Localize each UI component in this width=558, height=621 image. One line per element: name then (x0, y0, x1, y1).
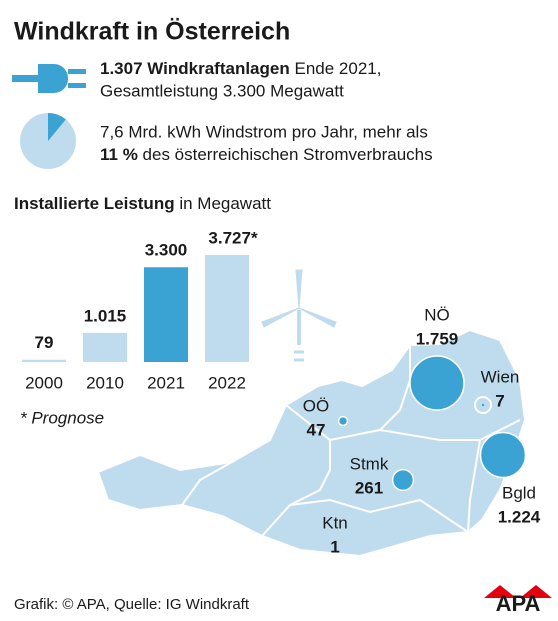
source: Grafik: © APA, Quelle: IG Windkraft (14, 596, 250, 613)
region-value: 47 (307, 420, 326, 439)
region-name: Ktn (322, 513, 348, 532)
region-name: Bgld (502, 483, 536, 502)
bubble (391, 468, 415, 492)
plug-icon (12, 64, 86, 93)
chart-heading: Installierte Leistung in Megawatt (14, 194, 271, 213)
chart-title: Installierte Leistung (14, 194, 175, 213)
fact-line: 7,6 Mrd. kWh Windstrom pro Jahr, mehr al… (100, 122, 428, 141)
bar (144, 267, 188, 362)
bubble (481, 403, 485, 407)
region-value: 7 (495, 391, 504, 410)
bar (22, 359, 66, 362)
value-label: 3.727* (208, 228, 258, 247)
bar (205, 255, 249, 362)
region-name: Stmk (350, 454, 389, 473)
pie-slice (48, 113, 66, 141)
state-borders (181, 345, 521, 537)
region-value: 1.224 (498, 507, 541, 526)
x-tick-label: 2022 (208, 373, 246, 392)
x-tick-label: 2021 (147, 373, 185, 392)
bubble (337, 415, 349, 427)
chart-subtitle: in Megawatt (179, 194, 271, 213)
turbine-icon (261, 269, 337, 362)
x-tick-label: 2010 (86, 373, 124, 392)
value-label: 3.300 (145, 241, 188, 260)
fact-text: Ende 2021, (294, 59, 381, 78)
bar (83, 332, 127, 362)
fact-line: 11 % des österreichischen Stromverbrauch… (100, 145, 433, 164)
fact-bold: 11 % (100, 145, 138, 164)
bubble (409, 355, 465, 411)
austria-map (96, 328, 527, 558)
logo-mark (484, 585, 552, 598)
fact-text: des österreichischen Stromverbrauchs (143, 145, 433, 164)
bubble (338, 528, 342, 532)
x-tick-label: 2000 (25, 373, 63, 392)
note: * Prognose (20, 408, 104, 427)
fact-line: 1.307 Windkraftanlagen Ende 2021, (100, 59, 381, 78)
region-value: 1.759 (416, 329, 459, 348)
logo: APA (496, 591, 541, 616)
value-label: 1.015 (84, 306, 127, 325)
region-name: NÖ (424, 305, 450, 324)
bubble (479, 431, 527, 479)
region-name: OÖ (303, 396, 329, 415)
fact-line: Gesamtleistung 3.300 Megawatt (100, 81, 344, 100)
value-label: 79 (35, 333, 54, 352)
region-value: 1 (330, 537, 339, 556)
region-name: Wien (481, 367, 520, 386)
fact-bold: 1.307 Windkraftanlagen (100, 59, 290, 78)
title: Windkraft in Österreich (14, 17, 290, 46)
region-value: 261 (355, 478, 383, 497)
